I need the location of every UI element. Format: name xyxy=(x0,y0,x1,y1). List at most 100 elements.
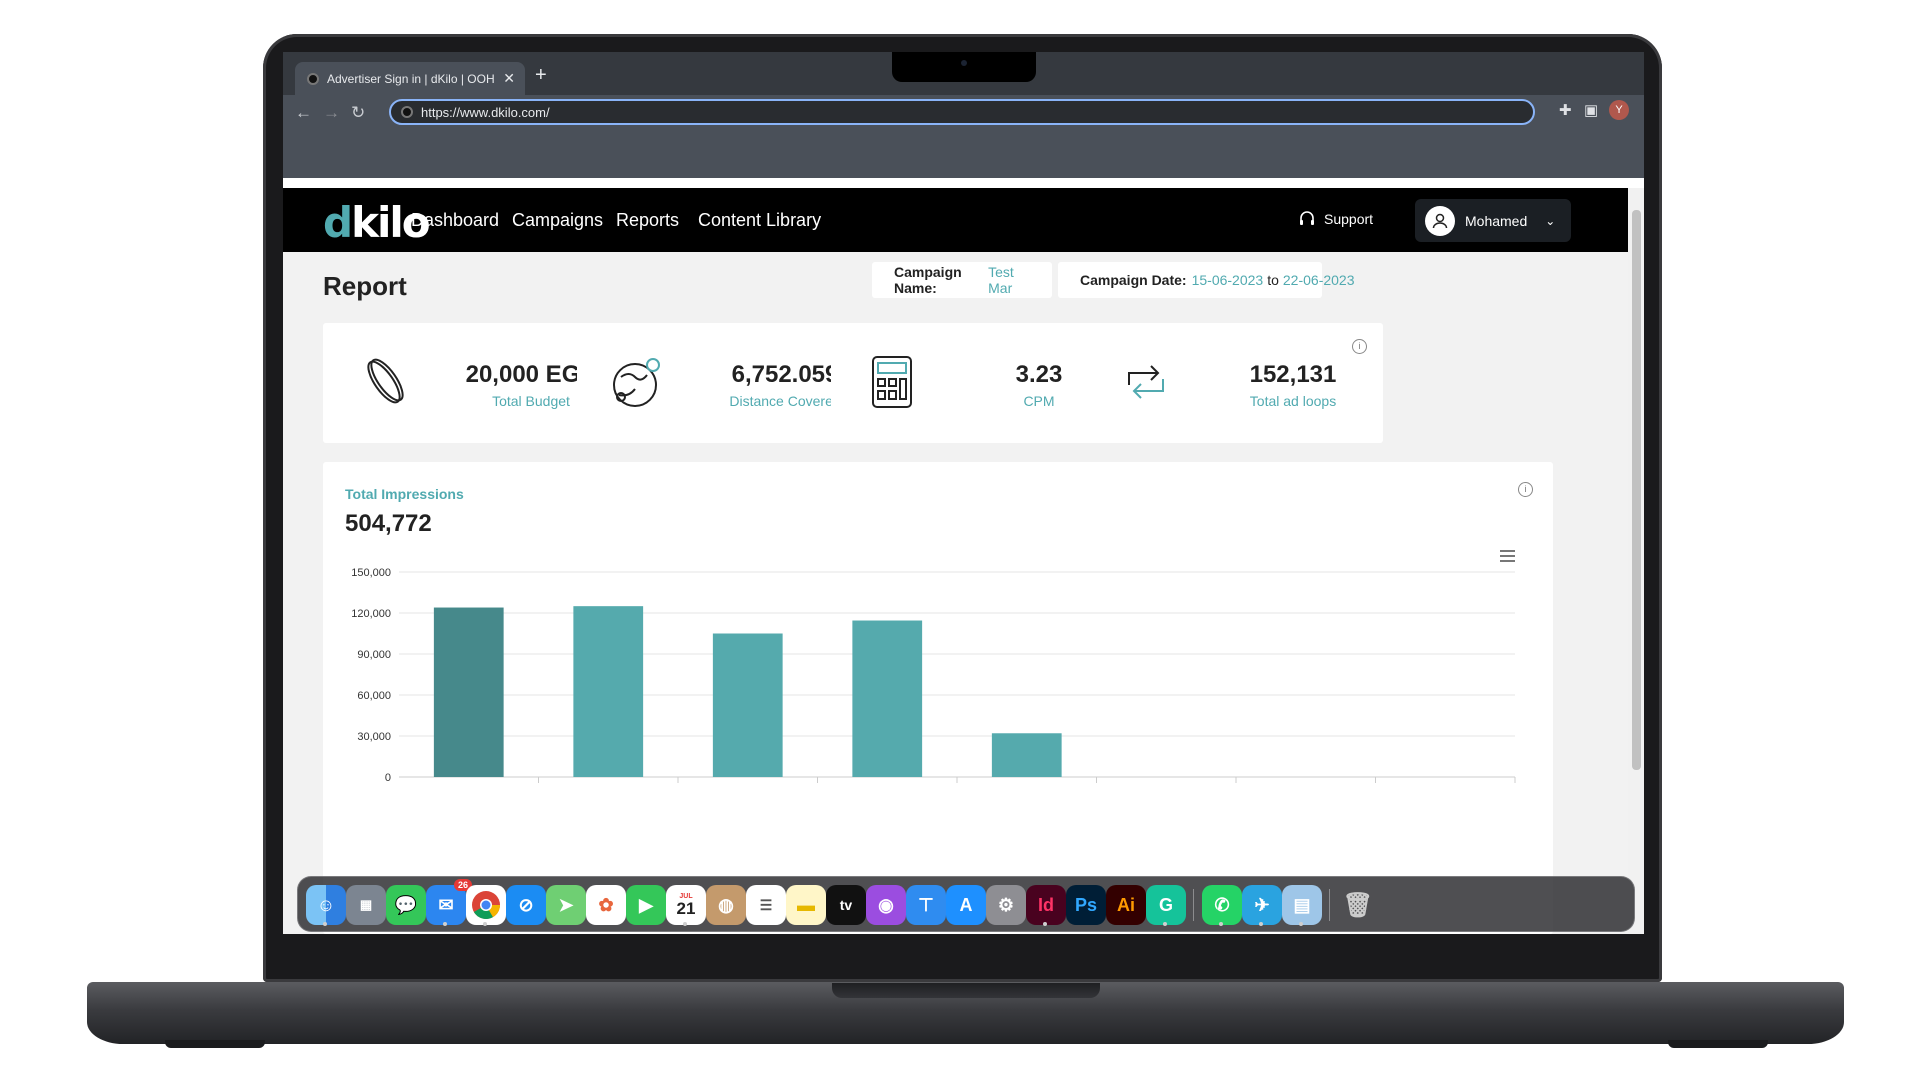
url-text: https://www.dkilo.com/ xyxy=(421,104,550,120)
macos-dock: ☺ ▦ 💬 ✉ 26 ⊘ ➤ ✿ ▶ JUL 21 ◍ ☰ ▬ tv ◉ ⊤ A … xyxy=(297,876,1635,932)
running-indicator xyxy=(1219,922,1223,926)
stat-label: Total ad loops xyxy=(1249,393,1337,409)
nav-content-library[interactable]: Content Library xyxy=(698,210,822,230)
info-icon[interactable]: i xyxy=(1518,482,1533,497)
apple-tv-label: tv xyxy=(839,897,853,913)
tab-title: Advertiser Sign in | dKilo | OOH xyxy=(327,71,495,86)
photoshop-label: Ps xyxy=(1074,894,1098,915)
trash-icon[interactable]: 🗑 xyxy=(1342,891,1374,919)
impressions-label: Total Impressions xyxy=(345,486,464,502)
telegram-icon[interactable]: ✈ xyxy=(1242,885,1282,925)
browser-tab[interactable]: Advertiser Sign in | dKilo | OOH ✕ xyxy=(295,62,525,95)
laptop-foot-left xyxy=(165,1040,265,1048)
campaign-date-to-word: to xyxy=(1267,272,1279,288)
mail-icon[interactable]: ✉ 26 xyxy=(426,879,472,925)
chart-bar[interactable] xyxy=(433,607,504,777)
impressions-chart-card: Total Impressions 504,772 i 0 30,000 60,00… xyxy=(323,462,1553,934)
stat-value: 3.23 xyxy=(1015,361,1063,388)
y-tick-label: 120,000 xyxy=(351,608,391,620)
address-bar[interactable]: https://www.dkilo.com/ xyxy=(389,99,1535,125)
chart-bar[interactable] xyxy=(573,606,644,777)
stat-card-total-budget: 20,000 EGP Total Budget xyxy=(323,323,621,443)
profile-avatar[interactable]: Y xyxy=(1609,100,1629,120)
stat-card-ad-loops: i 152,131 Total ad loops xyxy=(1085,323,1383,443)
running-indicator xyxy=(1043,922,1047,926)
reminders-icon[interactable]: ☰ xyxy=(746,885,786,925)
app-store-icon[interactable]: A xyxy=(946,885,986,925)
page-title: Report xyxy=(323,271,407,301)
tab-close-icon[interactable]: ✕ xyxy=(503,70,515,86)
dkilo-logo[interactable]: dkilo xyxy=(323,198,431,247)
page-top-strip xyxy=(283,178,1644,188)
site-info-icon[interactable] xyxy=(401,106,413,118)
calendar-icon[interactable]: JUL 21 xyxy=(666,885,706,925)
chart-bar[interactable] xyxy=(991,733,1062,777)
campaign-date-pill: Campaign Date: 15-06-2023 to 22-06-2023 xyxy=(1058,262,1355,298)
stat-card-distance: i 6,752.059 Distance Covered xyxy=(577,323,875,443)
support-label: Support xyxy=(1324,211,1374,227)
running-indicator xyxy=(1259,922,1263,926)
extensions-puzzle-icon[interactable]: ✚ xyxy=(1559,102,1572,119)
campaign-date-label: Campaign Date: xyxy=(1080,272,1187,288)
chart-bar[interactable] xyxy=(712,633,783,778)
apple-tv-icon[interactable]: tv xyxy=(826,885,866,925)
calendar-month: JUL xyxy=(679,893,693,900)
stat-value: 20,000 EGP xyxy=(465,361,597,388)
notes-icon[interactable]: ▬ xyxy=(786,885,826,925)
maps-icon[interactable]: ➤ xyxy=(546,885,586,925)
chrome-icon[interactable] xyxy=(466,885,506,925)
campaign-name-label: Campaign Name: xyxy=(894,264,962,296)
nav-reports[interactable]: Reports xyxy=(616,210,680,230)
preview-icon[interactable]: ▤ xyxy=(1282,885,1322,925)
system-settings-icon[interactable]: ⚙ xyxy=(986,885,1026,925)
whatsapp-icon[interactable]: ✆ xyxy=(1202,885,1242,925)
chart-bar[interactable] xyxy=(852,620,923,777)
laptop-foot-right xyxy=(1668,1040,1768,1048)
stat-value: 6,752.059 xyxy=(731,361,839,388)
running-indicator xyxy=(483,922,487,926)
back-arrow-icon[interactable]: ← xyxy=(295,103,312,122)
keynote-icon[interactable]: ⊤ xyxy=(906,885,946,925)
grammarly-icon[interactable]: G xyxy=(1146,885,1186,925)
chevron-down-icon: ⌄ xyxy=(1545,213,1556,228)
info-icon[interactable]: i xyxy=(1352,339,1367,354)
y-tick-label: 30,000 xyxy=(357,731,391,743)
launchpad-icon[interactable]: ▦ xyxy=(346,885,386,925)
photoshop-icon[interactable]: Ps xyxy=(1066,885,1106,925)
illustrator-icon[interactable]: Ai xyxy=(1106,885,1146,925)
stat-label: CPM xyxy=(1023,393,1055,409)
web-page: dkilo Dashboard Campaigns Reports Conten… xyxy=(283,188,1644,934)
finder-icon[interactable]: ☺ xyxy=(306,885,346,925)
nav-campaigns[interactable]: Campaigns xyxy=(512,210,604,230)
page-scrollbar[interactable] xyxy=(1628,188,1644,934)
support-link[interactable]: Support xyxy=(1298,210,1373,228)
safari-icon[interactable]: ⊘ xyxy=(506,885,546,925)
reload-icon[interactable]: ↻ xyxy=(351,103,366,122)
forward-arrow-icon[interactable]: → xyxy=(323,103,340,122)
side-panel-icon[interactable]: ▣ xyxy=(1584,102,1599,119)
campaign-name-pill: Campaign Name: Test Mar xyxy=(872,262,1052,298)
headset-icon xyxy=(1300,211,1314,225)
running-indicator xyxy=(443,922,447,926)
stat-card-cpm: i 3.23 CPM xyxy=(831,323,1129,443)
contacts-icon[interactable]: ◍ xyxy=(706,885,746,925)
messages-icon[interactable]: 💬 xyxy=(386,885,426,925)
chart-menu-icon[interactable] xyxy=(1500,550,1515,565)
scrollbar-thumb[interactable] xyxy=(1632,210,1641,770)
laptop-screen: Advertiser Sign in | dKilo | OOH ✕ + ← →… xyxy=(283,52,1644,934)
campaign-date-to: 22-06-2023 xyxy=(1282,272,1355,288)
stat-value: 152,131 xyxy=(1249,361,1337,388)
dock-separator xyxy=(1193,889,1194,921)
user-menu[interactable]: Mohamed ⌄ xyxy=(1415,199,1571,242)
campaign-date-from: 15-06-2023 xyxy=(1191,272,1264,288)
podcasts-icon[interactable]: ◉ xyxy=(866,885,906,925)
coin-icon xyxy=(367,358,404,404)
laptop-base-notch xyxy=(832,983,1100,998)
indesign-icon[interactable]: Id xyxy=(1026,885,1066,925)
new-tab-plus-icon[interactable]: + xyxy=(535,64,547,86)
nav-dashboard[interactable]: Dashboard xyxy=(411,210,500,230)
running-indicator xyxy=(323,922,327,926)
facetime-icon[interactable]: ▶ xyxy=(626,885,666,925)
photos-icon[interactable]: ✿ xyxy=(586,885,626,925)
y-tick-label: 0 xyxy=(385,772,391,784)
